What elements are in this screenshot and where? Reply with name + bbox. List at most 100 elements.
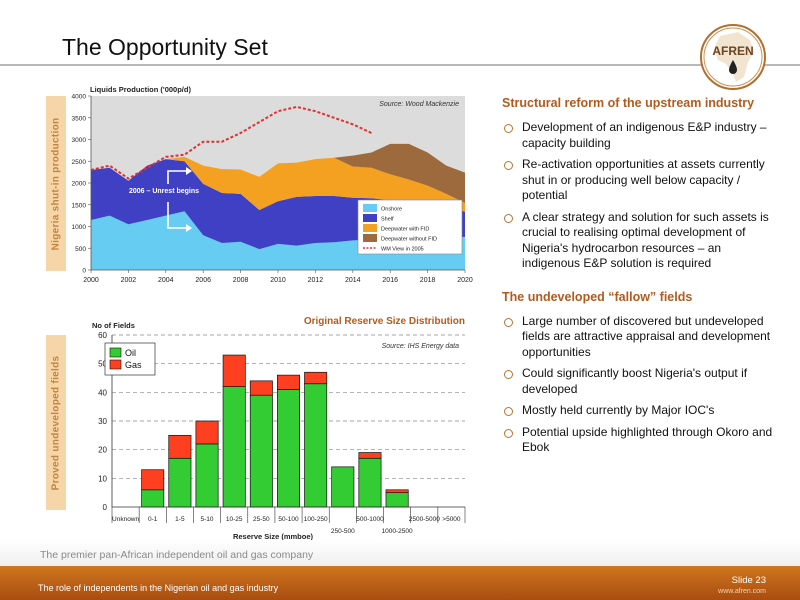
bullet-text: Potential upside highlighted through Oko… — [522, 424, 773, 455]
y-tick-label: 10 — [98, 474, 107, 483]
annotation-arrow-down — [167, 202, 186, 229]
y-tick-label: 2500 — [72, 159, 87, 166]
x-tick-label: 2010 — [270, 277, 286, 284]
annotation-arrowhead-up — [186, 167, 192, 175]
bar-oil-10-25 — [222, 386, 246, 508]
legend-label-oil: Oil — [125, 348, 136, 358]
bar-oil-50-100 — [277, 389, 300, 508]
website: www.afren.com — [718, 588, 766, 595]
y-tick-label: 30 — [98, 417, 107, 426]
chart-source: Source: IHS Energy data — [382, 343, 460, 350]
annotation-text: 2006 – Unrest begins — [129, 188, 199, 195]
y-tick-label: 1000 — [72, 224, 87, 231]
bar-oil-250-500 — [331, 466, 355, 508]
slide-title: The Opportunity Set — [62, 34, 268, 60]
legend-label-onshore: Onshore — [381, 207, 402, 213]
legend-swatch-oil — [109, 347, 122, 358]
bar-oil-1000-2500 — [385, 492, 409, 508]
legend-label-deepwater-without-fid: Deepwater without FID — [381, 237, 437, 243]
y-tick-label: 500 — [75, 246, 86, 253]
y-axis-title: Liquids Production ('000p/d) — [90, 85, 191, 94]
y-tick-label: 2000 — [72, 181, 87, 188]
unrest-annotation: 2006 – Unrest begins — [129, 167, 199, 232]
legend-swatch-shelf — [363, 214, 377, 222]
legend-swatch-onshore — [363, 204, 377, 212]
x-tick-label: 2004 — [158, 277, 174, 284]
legend-label-deepwater-with-fid: Deepwater with FID — [381, 227, 429, 233]
x-tick-label: 1000-2500 — [382, 528, 413, 535]
x-tick-label: 25-50 — [253, 516, 270, 523]
fallow-bullets: Large number of discovered but undevelop… — [502, 314, 774, 456]
x-tick-label: 50-100 — [278, 516, 299, 523]
production-area-chart: 0 500 1000 1500 2000 2500 3000 3500 4000 2000 200… — [72, 85, 473, 284]
legend-label-wm-view: WM View in 2005 — [381, 247, 424, 253]
section-title-fallow: The undeveloped “fallow” fields — [502, 289, 693, 304]
bullet-text: Development of an indigenous E&P industr… — [522, 120, 767, 150]
side-label-undeveloped-text: Proved undeveloped fields — [50, 355, 62, 490]
x-tick-label: 250-500 — [331, 528, 355, 535]
bar-gas-10-25 — [222, 354, 246, 387]
bar-gas-1000-2500 — [385, 489, 409, 494]
bar-oil-100-250 — [304, 383, 328, 508]
bullet-item: Could significantly boost Nigeria's outp… — [502, 366, 774, 397]
footer-text: The role of independents in the Nigerian… — [38, 583, 279, 593]
bullet-icon — [504, 213, 513, 223]
bullet-icon — [504, 370, 513, 379]
y-tick-label: 1500 — [72, 202, 87, 209]
bar-gas-25-50 — [249, 380, 273, 396]
bar-gas-50-100 — [277, 374, 300, 390]
bar-oil-0-1 — [141, 489, 165, 508]
bullet-item: Mostly held currently by Major IOC's — [502, 403, 774, 419]
bullet-item: Development of an indigenous E&P industr… — [502, 120, 774, 151]
y-tick-label: 4000 — [72, 94, 87, 101]
x-tick-label: 500-1000 — [356, 516, 384, 523]
bar-oil-25-50 — [249, 394, 273, 508]
area-series-onshore — [91, 211, 465, 270]
x-tick-label: 0-1 — [148, 516, 158, 523]
x-tick-label: 5-10 — [201, 516, 214, 523]
y-axis-title: No of Fields — [92, 321, 135, 330]
y-tick-label: 3500 — [72, 115, 87, 122]
section-title-upstream: Structural reform of the upstream indust… — [502, 96, 755, 110]
bullet-item: Re-activation opportunities at assets cu… — [502, 157, 774, 204]
slide-number: Slide 23 — [731, 575, 766, 586]
company-tagline: The premier pan-African independent oil … — [40, 549, 314, 561]
y-tick-label: 0 — [82, 268, 86, 275]
y-tick-label: 50 — [98, 360, 107, 369]
side-label-shut-in-text: Nigeria shut-in production — [50, 117, 62, 250]
afren-logo: AFREN — [700, 24, 766, 90]
x-tick-label: 2006 — [195, 277, 211, 284]
bottom-bar — [0, 566, 800, 600]
title-divider — [0, 64, 800, 66]
logo-text: AFREN — [712, 44, 753, 58]
legend-swatch-deepwater-without-fid — [363, 234, 377, 242]
bullet-text: A clear strategy and solution for such a… — [522, 209, 769, 271]
annotation-arrow-up — [167, 170, 186, 184]
legend-swatch-deepwater-with-fid — [363, 224, 377, 232]
x-tick-label: 100-250 — [304, 516, 328, 523]
bullet-icon — [504, 407, 513, 416]
legend-label-gas: Gas — [125, 360, 142, 370]
x-tick-label: Unknown — [112, 516, 139, 523]
bar-oil-1-5 — [168, 457, 192, 508]
y-tick-label: 60 — [98, 331, 107, 340]
x-tick-label: 2016 — [382, 277, 398, 284]
bullet-item: Potential upside highlighted through Oko… — [502, 425, 774, 456]
chart-source: Source: Wood Mackenzie — [379, 101, 459, 108]
upstream-bullets: Development of an indigenous E&P industr… — [502, 120, 774, 272]
bar-oil-5-10 — [195, 443, 219, 508]
x-tick-label: 10-25 — [226, 516, 243, 523]
x-tick-label: 2008 — [233, 277, 249, 284]
right-panel: Structural reform of the upstream indust… — [502, 96, 774, 462]
line-series-wm-view — [90, 105, 372, 180]
bar-gas-5-10 — [195, 420, 219, 445]
x-tick-label: 2018 — [420, 277, 436, 284]
bullet-text: Could significantly boost Nigeria's outp… — [522, 366, 748, 396]
bar-gas-500-1000 — [358, 452, 382, 459]
x-tick-label: 2020 — [457, 277, 473, 284]
bullet-icon — [504, 124, 513, 133]
area-series-deepwater-without-fid — [91, 143, 465, 203]
side-label-undeveloped: Proved undeveloped fields — [46, 335, 66, 510]
x-tick-label: 2000 — [83, 277, 99, 284]
chart-title: Original Reserve Size Distribution — [304, 316, 465, 327]
